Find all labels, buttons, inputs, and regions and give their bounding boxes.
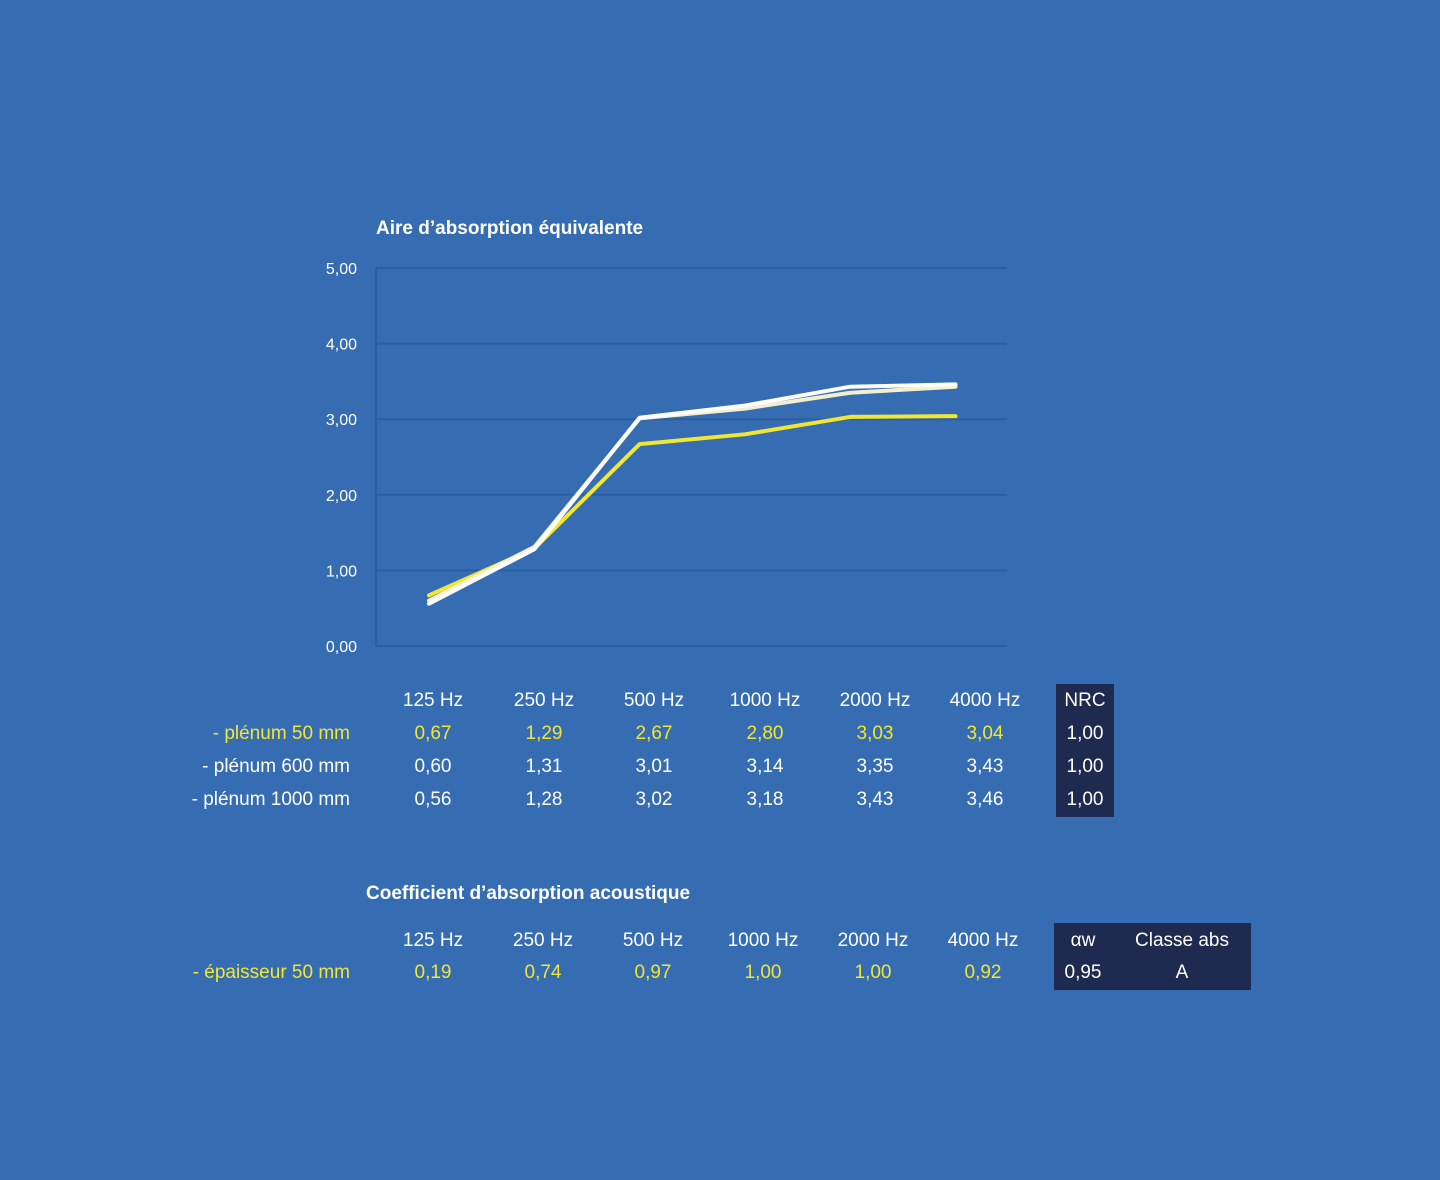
table1-row-label: - plénum 600 mm	[202, 756, 350, 777]
y-tick-label: 4,00	[326, 337, 357, 354]
table1-cell: 3,35	[856, 756, 894, 777]
table2-cell: 0,92	[964, 962, 1002, 983]
table1-header-cell: 125 Hz	[402, 690, 464, 711]
chart-grid	[375, 267, 1007, 647]
series-line-3	[427, 382, 958, 606]
y-tick-label: 0,00	[326, 639, 357, 656]
nrc-value: 1,00	[1066, 789, 1104, 810]
table1-cell: 0,60	[414, 756, 452, 777]
table1-cell: 3,04	[966, 723, 1004, 744]
table1-cell: 1,31	[525, 756, 563, 777]
section-title: Coefficient d’absorption acoustique	[366, 883, 691, 904]
table1-header-cell: 4000 Hz	[949, 690, 1021, 711]
table2-row-label: - épaisseur 50 mm	[192, 962, 350, 983]
table1-cell: 3,14	[746, 756, 784, 777]
table2-header-cell: 1000 Hz	[727, 930, 799, 951]
table1-cell: 0,56	[414, 789, 452, 810]
y-tick-label: 5,00	[326, 261, 357, 278]
table1-cell: 1,28	[525, 789, 563, 810]
chart-title: Aire d’absorption équivalente	[376, 218, 644, 239]
table1-cell: 0,67	[414, 723, 452, 744]
aw-header: αw	[1070, 930, 1096, 951]
table2-cell: 0,97	[634, 962, 672, 983]
class-header: Classe abs	[1135, 930, 1229, 951]
table1-cell: 1,29	[525, 723, 563, 744]
table1-cell: 3,46	[966, 789, 1004, 810]
table2-header-cell: 4000 Hz	[947, 930, 1019, 951]
table2-cell: 0,19	[414, 962, 452, 983]
table1-header-cell: 2000 Hz	[839, 690, 911, 711]
chart-series	[427, 382, 958, 606]
line-chart: 0,00 1,00 2,00 3,00 4,00 5,00	[326, 261, 1007, 656]
table1-row-label: - plénum 50 mm	[212, 723, 350, 744]
y-tick-label: 3,00	[326, 412, 357, 429]
table1-cell: 2,67	[635, 723, 673, 744]
table2-header-cell: 500 Hz	[622, 930, 684, 951]
table1-cell: 3,18	[746, 789, 784, 810]
table1-cell: 3,03	[856, 723, 894, 744]
nrc-value: 1,00	[1066, 723, 1104, 744]
table1-cell: 2,80	[746, 723, 784, 744]
aw-class-box	[1054, 923, 1251, 990]
table2-cell: 1,00	[854, 962, 892, 983]
table1-cell: 3,43	[856, 789, 894, 810]
table1-cell: 3,43	[966, 756, 1004, 777]
table1-header-cell: 1000 Hz	[729, 690, 801, 711]
nrc-column-box	[1056, 684, 1114, 817]
class-value: A	[1175, 962, 1189, 983]
nrc-value: 1,00	[1066, 756, 1104, 777]
table2-header-cell: 250 Hz	[512, 930, 574, 951]
table1-cell: 3,01	[635, 756, 673, 777]
table2-header-cell: 125 Hz	[402, 930, 464, 951]
y-tick-labels: 0,00 1,00 2,00 3,00 4,00 5,00	[326, 261, 357, 656]
series-line-1	[427, 414, 958, 598]
nrc-header: NRC	[1064, 690, 1106, 711]
table2-cell: 0,74	[524, 962, 562, 983]
table2-cell: 1,00	[744, 962, 782, 983]
y-tick-label: 2,00	[326, 488, 357, 505]
table2-header-cell: 2000 Hz	[837, 930, 909, 951]
table1-header-cell: 500 Hz	[623, 690, 685, 711]
table1-header-cell: 250 Hz	[513, 690, 575, 711]
table1-row-label: - plénum 1000 mm	[191, 789, 350, 810]
y-tick-label: 1,00	[326, 563, 357, 580]
aw-value: 0,95	[1064, 962, 1102, 983]
table1-cell: 3,02	[635, 789, 673, 810]
